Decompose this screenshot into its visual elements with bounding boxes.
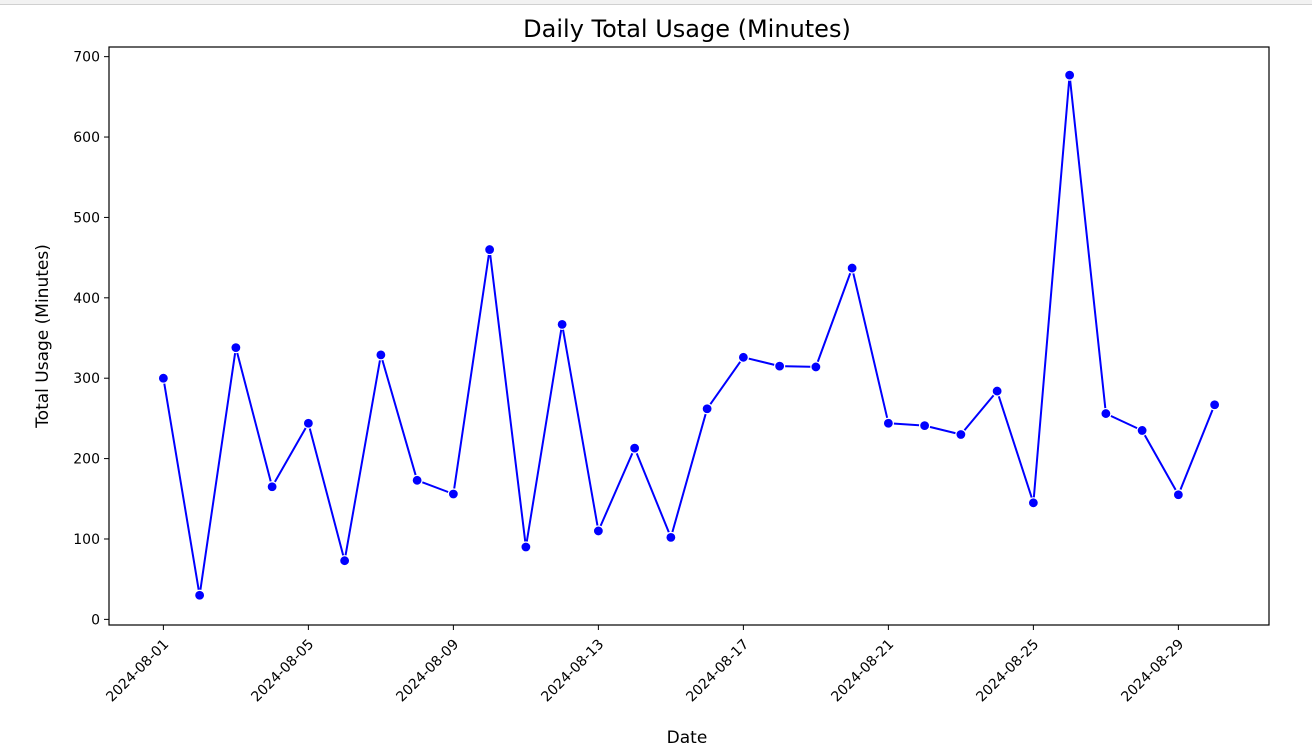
y-axis: 0 100 200 300 400 500 600 700 — [73, 50, 109, 628]
data-point — [484, 243, 496, 256]
data-point — [375, 349, 387, 361]
chart-title: Daily Total Usage (Minutes) — [523, 15, 851, 43]
data-point — [1064, 69, 1076, 81]
x-tick-label: 2024-08-29 — [1118, 637, 1187, 706]
y-tick-label: 600 — [73, 130, 100, 146]
data-point — [701, 403, 713, 415]
data-point — [629, 442, 641, 454]
plot-frame — [108, 46, 1270, 626]
data-point — [157, 372, 169, 384]
x-tick-label: 2024-08-05 — [248, 637, 317, 706]
data-point — [955, 428, 967, 441]
x-tick-label: 2024-08-01 — [103, 637, 172, 706]
data-point — [592, 525, 604, 537]
y-tick-label: 200 — [73, 452, 100, 468]
data-point — [447, 488, 459, 500]
data-point — [810, 361, 822, 373]
x-tick-label: 2024-08-13 — [538, 637, 607, 706]
data-point — [194, 589, 206, 601]
x-tick-label: 2024-08-17 — [683, 637, 752, 706]
data-point — [737, 351, 749, 363]
data-point — [665, 531, 677, 543]
data-point — [230, 342, 242, 354]
y-tick-label: 400 — [73, 291, 100, 307]
y-tick-label: 700 — [73, 50, 100, 66]
data-point — [556, 318, 568, 330]
y-axis-label: Total Usage (Minutes) — [33, 244, 53, 429]
series-total-usage — [157, 69, 1221, 601]
data-point — [1136, 424, 1148, 437]
data-point — [411, 474, 423, 486]
y-tick-label: 100 — [73, 532, 100, 548]
series-line — [162, 74, 1216, 597]
data-point — [919, 420, 931, 432]
data-point — [882, 417, 894, 429]
data-point — [774, 360, 786, 372]
data-point — [1172, 489, 1184, 501]
data-point — [1100, 407, 1112, 420]
x-tick-label: 2024-08-09 — [393, 637, 462, 706]
data-point — [302, 417, 314, 429]
y-tick-label: 0 — [91, 612, 100, 628]
y-tick-label: 500 — [73, 210, 100, 226]
data-point — [266, 481, 278, 493]
data-point — [520, 541, 532, 553]
data-point — [991, 385, 1003, 397]
data-point — [846, 262, 858, 274]
data-point — [1027, 497, 1039, 509]
data-point — [1209, 399, 1221, 411]
data-point — [339, 555, 351, 567]
x-tick-label: 2024-08-25 — [973, 637, 1042, 706]
x-axis-label: Date — [667, 728, 708, 748]
x-axis: 2024-08-01 2024-08-05 2024-08-09 2024-08-13… — [103, 625, 1187, 705]
y-tick-label: 300 — [73, 371, 100, 387]
x-tick-label: 2024-08-21 — [828, 637, 897, 706]
top-divider — [0, 0, 1312, 5]
